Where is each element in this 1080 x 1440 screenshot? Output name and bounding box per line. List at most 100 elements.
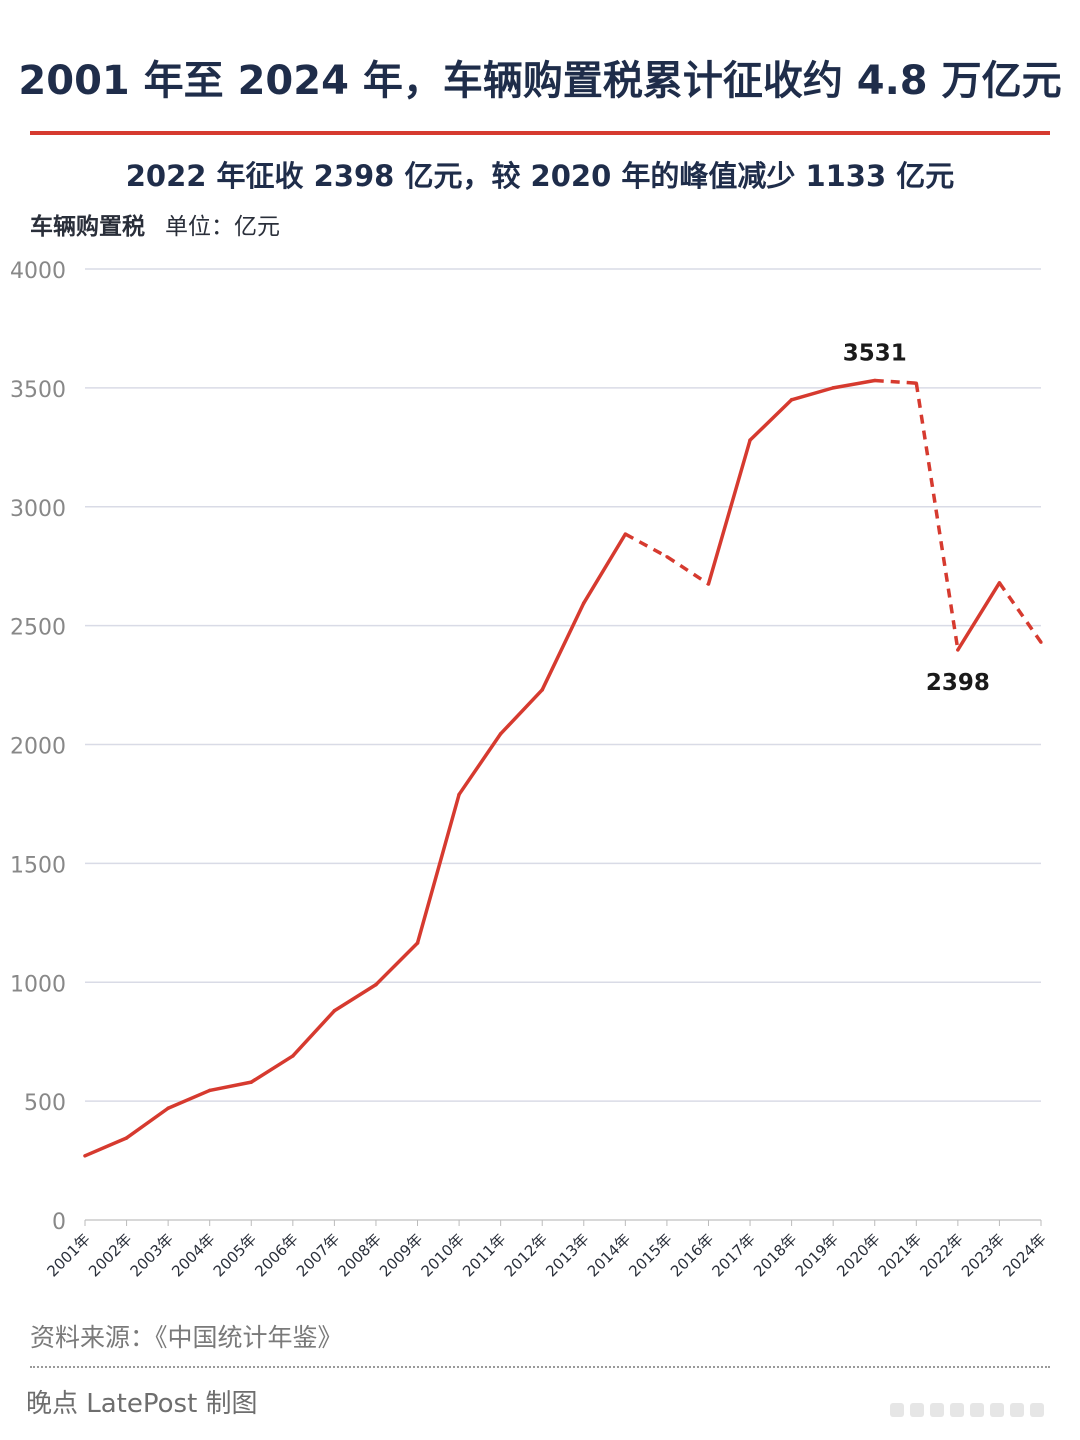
- line-segment-dashed: [914, 382, 960, 651]
- data-point: [997, 581, 1002, 585]
- page-dot: [890, 1403, 904, 1417]
- chart-subtitle: 2022 年征收 2398 亿元，较 2020 年的峰值减少 1133 亿元: [125, 159, 955, 193]
- x-tick-label: 2019年: [792, 1230, 842, 1280]
- data-point: [914, 381, 918, 385]
- data-point: [124, 1136, 129, 1140]
- x-tick-label: 2002年: [85, 1230, 135, 1280]
- data-point: [956, 648, 960, 652]
- line-segment: [124, 1106, 170, 1140]
- line-segment: [498, 688, 544, 736]
- data-point: [374, 983, 378, 987]
- data-point: [748, 438, 752, 442]
- x-axis: 2001年2002年2003年2004年2005年2006年2007年2008年…: [43, 1220, 1050, 1280]
- line-segment: [956, 581, 1002, 652]
- line-segment: [415, 792, 461, 945]
- page-dot: [950, 1403, 964, 1417]
- x-tick-label: 2012年: [501, 1230, 551, 1280]
- y-tick-label: 500: [24, 1091, 66, 1116]
- x-tick-label: 2023年: [958, 1230, 1008, 1280]
- y-tick-label: 1500: [10, 853, 66, 878]
- page-dot: [1030, 1403, 1044, 1417]
- x-tick-label: 2004年: [168, 1230, 218, 1280]
- unit-label: 单位：亿元: [165, 214, 280, 240]
- page-dot: [910, 1403, 924, 1417]
- y-tick-label: 2000: [10, 735, 66, 760]
- line-chart: 0 500 1000 1500 2000 2500 3000 3500 4000 2001年20…: [10, 259, 1050, 1280]
- data-point: [166, 1106, 170, 1110]
- x-tick-label: 2020年: [833, 1230, 883, 1280]
- data-label: 2398: [926, 670, 990, 696]
- data-point: [582, 601, 586, 605]
- data-point: [249, 1080, 253, 1084]
- line-segment: [540, 601, 586, 692]
- data-point: [623, 532, 627, 536]
- chart-title: 2001 年至 2024 年，车辆购置税累计征收约 4.8 万亿元: [18, 58, 1062, 104]
- data-point: [83, 1154, 87, 1158]
- data-point: [499, 732, 503, 736]
- x-tick-label: 2003年: [127, 1230, 177, 1280]
- x-tick-label: 2008年: [334, 1230, 384, 1280]
- data-point: [1039, 640, 1043, 644]
- line-segment: [748, 398, 794, 442]
- y-tick-label: 0: [52, 1210, 66, 1235]
- line-segment-dashed: [665, 555, 710, 586]
- x-tick-label: 2021年: [875, 1230, 925, 1280]
- y-tick-label: 1000: [10, 972, 66, 997]
- line-segment-dashed: [624, 532, 668, 559]
- x-tick-label: 2007年: [293, 1230, 343, 1280]
- data-point: [457, 792, 461, 797]
- page-dot: [990, 1403, 1004, 1417]
- line-segment: [706, 438, 752, 586]
- y-tick-label: 4000: [10, 259, 66, 284]
- data-point: [831, 386, 835, 390]
- x-tick-label: 2015年: [625, 1230, 675, 1280]
- line-segment: [83, 1136, 129, 1158]
- line-segment: [207, 1080, 254, 1093]
- line-segment-dashed: [874, 378, 917, 385]
- source-note: 资料来源：《中国统计年鉴》: [30, 1323, 343, 1352]
- x-tick-label: 2018年: [750, 1230, 800, 1280]
- series-line: [83, 378, 1043, 1158]
- line-segment: [374, 941, 420, 987]
- x-tick-label: 2014年: [584, 1230, 634, 1280]
- page-dot: [1010, 1403, 1024, 1417]
- page-dot: [970, 1403, 984, 1417]
- x-tick-label: 2016年: [667, 1230, 717, 1280]
- data-point: [873, 378, 877, 383]
- line-segment: [582, 532, 628, 605]
- y-tick-label: 2500: [10, 616, 66, 641]
- y-axis-label: 车辆购置税 单位：亿元: [30, 207, 280, 241]
- page-dot: [930, 1403, 944, 1417]
- page-indicator: [890, 1402, 1050, 1421]
- x-tick-label: 2024年: [999, 1230, 1049, 1280]
- line-segment: [249, 1054, 295, 1084]
- line-segment: [789, 386, 835, 402]
- data-label: 3531: [843, 341, 907, 367]
- line-segment-dashed: [998, 581, 1043, 644]
- data-point: [665, 555, 669, 559]
- x-tick-label: 2022年: [916, 1230, 966, 1280]
- data-point: [291, 1054, 295, 1058]
- series-label: 车辆购置税: [30, 214, 145, 240]
- x-tick-label: 2005年: [210, 1230, 260, 1280]
- data-point: [790, 398, 794, 402]
- credit-note: 晚点 LatePost 制图: [26, 1389, 258, 1419]
- line-segment: [166, 1088, 212, 1111]
- title-divider: [30, 131, 1050, 135]
- line-segment: [831, 378, 877, 390]
- x-tick-label: 2009年: [376, 1230, 426, 1280]
- y-tick-labels: 0 500 1000 1500 2000 2500 3000 3500 4000: [10, 259, 66, 1235]
- data-point: [332, 1009, 336, 1013]
- data-annotations: 3531 2398: [843, 341, 990, 696]
- data-point: [415, 941, 420, 945]
- line-segment: [291, 1009, 337, 1058]
- data-point: [540, 688, 544, 692]
- y-tick-label: 3000: [10, 497, 66, 522]
- y-tick-label: 3500: [10, 378, 66, 403]
- gridlines: [85, 268, 1041, 1221]
- x-tick-label: 2011年: [459, 1230, 509, 1280]
- x-tick-label: 2013年: [542, 1230, 592, 1280]
- data-point: [208, 1088, 212, 1093]
- data-point: [706, 582, 711, 586]
- x-tick-label: 2017年: [709, 1230, 759, 1280]
